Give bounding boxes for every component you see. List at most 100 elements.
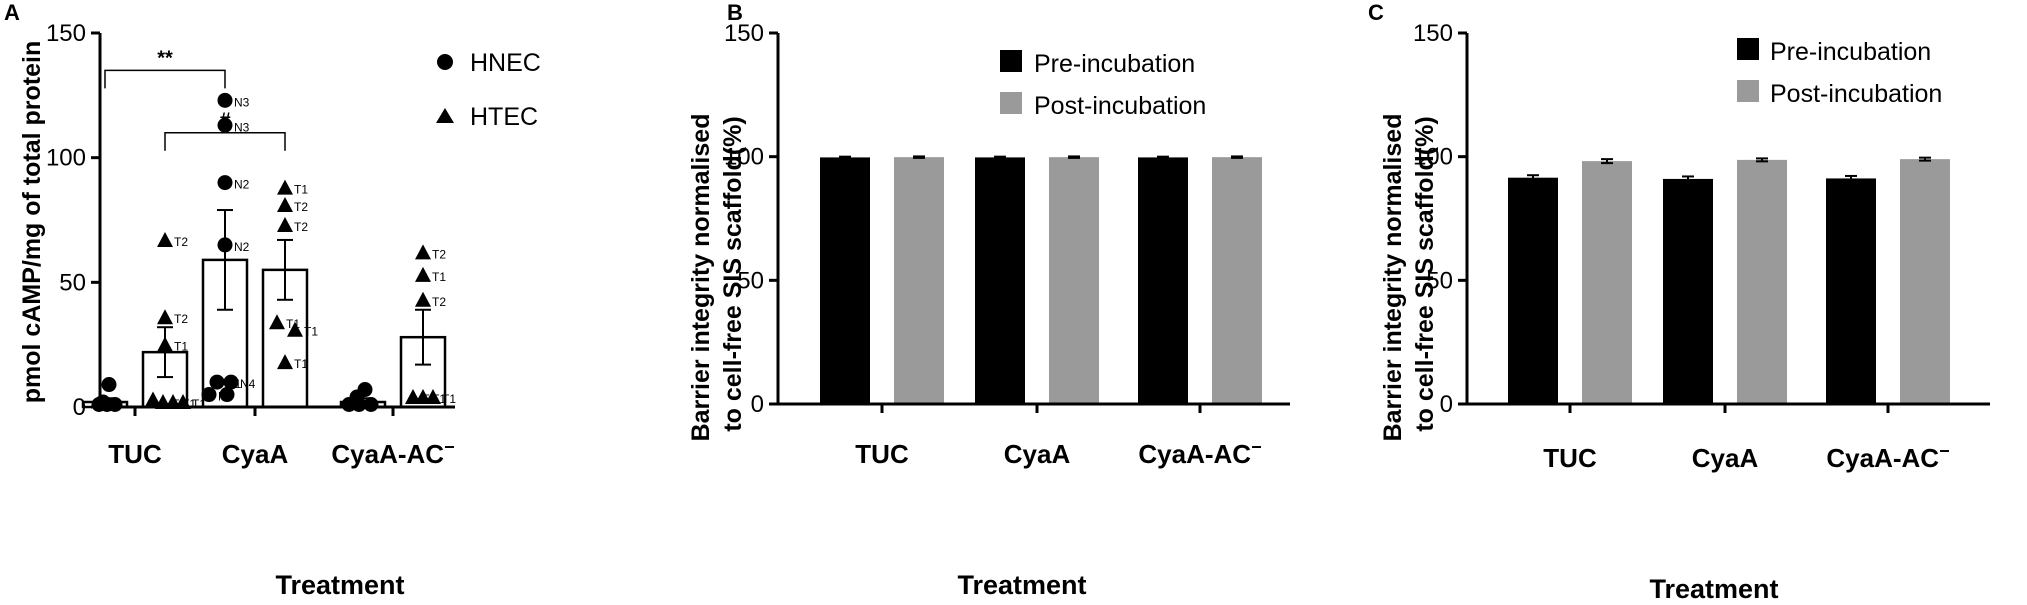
data-point-tag: N2 — [234, 240, 250, 254]
panel-c-x-axis-label: Treatment — [1649, 574, 1778, 604]
bar-pre-incubation-cyaa — [975, 157, 1025, 404]
legend-swatch-post-incubation — [1737, 80, 1759, 102]
bar-pre-incubation-cyaa — [1663, 178, 1713, 404]
x-tick-label-tuc: TUC — [108, 439, 162, 469]
data-point-htec — [277, 354, 293, 370]
bar-post-incubation-cyaa-ac — [1900, 159, 1950, 404]
data-point-tag: T1 — [294, 183, 308, 197]
panel-c-y-axis-label-line2: to cell-free SIS scaffold(%) — [1411, 116, 1439, 431]
data-point-hnec — [101, 377, 117, 393]
superscript-minus: − — [444, 437, 455, 457]
x-tick-label-cyaa: CyaA — [1004, 439, 1071, 469]
y-tick-label: 50 — [737, 267, 764, 294]
data-point-tag: T2 — [294, 200, 308, 214]
y-tick-label: 100 — [46, 145, 86, 172]
y-tick-label: 100 — [1413, 144, 1453, 171]
panel-c-legend: Pre-incubation Post-incubation — [1737, 38, 1942, 108]
significance-bracket — [164, 131, 286, 151]
y-tick-label: 150 — [724, 20, 764, 47]
legend-label-pre-incubation: Pre-incubation — [1770, 38, 1931, 66]
data-point-tag: N3 — [234, 95, 250, 109]
superscript-minus: − — [1939, 441, 1950, 461]
data-point-tag: T2 — [432, 295, 446, 309]
y-tick-label: 0 — [1440, 391, 1453, 418]
data-point-htec — [157, 231, 173, 247]
panel-b: B Barrier integrity normalised to cell-f… — [687, 0, 1290, 600]
panel-b-y-axis-label: Barrier integrity normalised to cell-fre… — [687, 107, 747, 442]
data-point-hnec — [201, 387, 217, 403]
legend-label-htec: HTEC — [470, 103, 538, 131]
data-point-tag: T2 — [174, 235, 188, 249]
legend-swatch-pre-incubation — [1737, 38, 1759, 60]
significance-label: # — [219, 110, 230, 132]
data-point-htec — [415, 266, 431, 282]
bar-post-incubation-cyaa — [1737, 159, 1787, 404]
data-point-tag: T2 — [294, 220, 308, 234]
data-point-tag: T1 — [294, 357, 308, 371]
legend-swatch-post-incubation — [1000, 92, 1022, 114]
data-point-htec — [157, 336, 173, 352]
panel-a: A pmol cAMP/mg of total protein Treatmen… — [4, 0, 541, 600]
data-point-htec — [287, 321, 303, 337]
data-point-tag: N3 — [234, 120, 250, 134]
y-tick-label: 150 — [1413, 20, 1453, 47]
significance-label: ** — [157, 47, 173, 69]
data-point-htec — [277, 197, 293, 213]
panel-a-x-axis-label: Treatment — [275, 570, 404, 600]
panel-b-y-axis-label-line2: to cell-free SIS scaffold(%) — [719, 116, 747, 431]
x-tick-label-cyaa: CyaA — [222, 439, 289, 469]
bar-post-incubation-cyaa — [1049, 157, 1099, 404]
data-point-htec — [425, 389, 441, 405]
data-point-hnec — [217, 117, 233, 133]
x-tick-label-cyaa-ac: CyaA-AC− — [331, 437, 454, 469]
data-point-hnec — [217, 92, 233, 108]
data-point-htec — [175, 394, 191, 410]
y-tick-label: 0 — [751, 391, 764, 418]
data-point-tag: T1 — [304, 325, 318, 339]
legend-swatch-pre-incubation — [1000, 50, 1022, 72]
data-point-hnec — [217, 175, 233, 191]
data-point-tag: N2 — [234, 178, 250, 192]
legend-label-post-incubation: Post-incubation — [1034, 92, 1206, 120]
panel-c-letter: C — [1368, 0, 1384, 25]
significance-bracket — [104, 69, 226, 89]
data-point-hnec — [223, 374, 239, 390]
data-point-htec — [277, 216, 293, 232]
data-point-tag: T2 — [174, 312, 188, 326]
legend-label-post-incubation: Post-incubation — [1770, 80, 1942, 108]
data-point-htec — [415, 244, 431, 260]
data-point-tag: T2 — [432, 247, 446, 261]
data-point-hnec — [219, 387, 235, 403]
y-tick-label: 50 — [1426, 267, 1453, 294]
panel-b-y-axis-label-line1: Barrier integrity normalised — [687, 114, 715, 442]
panel-c: C Barrier integrity normalised to cell-f… — [1368, 0, 1990, 604]
data-point-htec — [157, 309, 173, 325]
bar-pre-incubation-tuc — [1508, 177, 1558, 404]
data-point-hnec — [363, 397, 379, 413]
panel-b-letter: B — [727, 0, 743, 25]
x-tick-label-tuc: TUC — [1543, 443, 1597, 473]
y-tick-label: 100 — [724, 144, 764, 171]
y-tick-label: 50 — [59, 269, 86, 296]
legend-label-pre-incubation: Pre-incubation — [1034, 50, 1195, 78]
data-point-htec — [145, 391, 161, 407]
bar-post-incubation-tuc — [894, 157, 944, 404]
data-point-hnec — [217, 237, 233, 253]
panel-b-x-axis-label: Treatment — [957, 570, 1086, 600]
data-point-hnec — [209, 374, 225, 390]
bar-post-incubation-tuc — [1582, 161, 1632, 404]
data-point-tag: N4 — [240, 377, 256, 391]
panel-b-legend: Pre-incubation Post-incubation — [1000, 50, 1206, 120]
panel-c-y-axis-label-line1: Barrier integrity normalised — [1379, 114, 1407, 442]
panel-a-letter: A — [4, 0, 20, 25]
superscript-minus: − — [1251, 437, 1262, 457]
panel-c-y-axis-label: Barrier integrity normalised to cell-fre… — [1379, 107, 1439, 442]
data-point-tag: T1 — [432, 270, 446, 284]
bar-pre-incubation-tuc — [820, 157, 870, 404]
x-tick-label-tuc: TUC — [855, 439, 909, 469]
x-tick-label-cyaa-ac: CyaA-AC− — [1138, 437, 1261, 469]
legend-circle-marker — [437, 54, 453, 70]
bar-pre-incubation-cyaa-ac — [1826, 178, 1876, 404]
legend-triangle-marker — [436, 108, 454, 123]
